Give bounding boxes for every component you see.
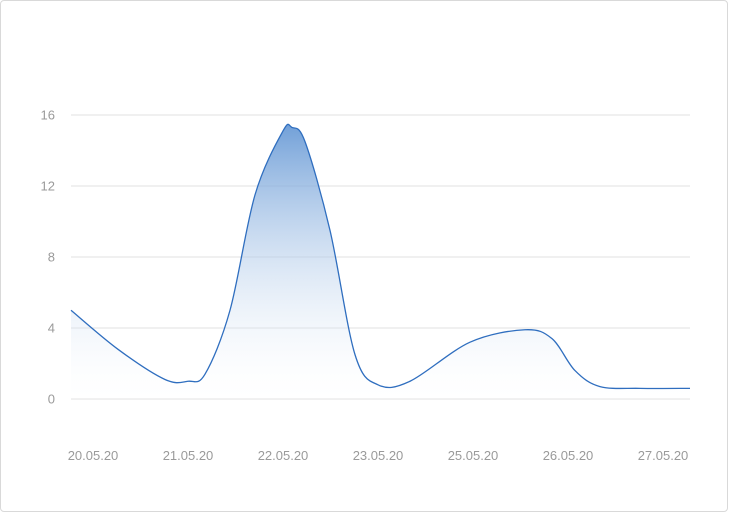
series-area-group xyxy=(70,123,691,399)
series-area-fill xyxy=(71,124,690,399)
x-axis: 20.05.20 21.05.20 22.05.20 23.05.20 25.05.20… xyxy=(68,448,689,463)
grid-lines xyxy=(71,114,690,400)
y-tick-label: 4 xyxy=(48,321,55,336)
series-line xyxy=(70,123,691,390)
y-tick-label: 8 xyxy=(48,250,55,265)
x-tick-label: 25.05.20 xyxy=(448,448,499,463)
x-tick-label: 20.05.20 xyxy=(68,448,119,463)
x-tick-label: 26.05.20 xyxy=(543,448,594,463)
x-tick-label: 23.05.20 xyxy=(353,448,404,463)
y-tick-label: 12 xyxy=(41,179,55,194)
x-tick-label: 21.05.20 xyxy=(163,448,214,463)
y-axis: 0 4 8 12 16 xyxy=(41,108,55,407)
y-tick-label: 0 xyxy=(48,392,55,407)
x-tick-label: 27.05.20 xyxy=(638,448,689,463)
y-tick-label: 16 xyxy=(41,108,55,123)
x-tick-label: 22.05.20 xyxy=(258,448,309,463)
